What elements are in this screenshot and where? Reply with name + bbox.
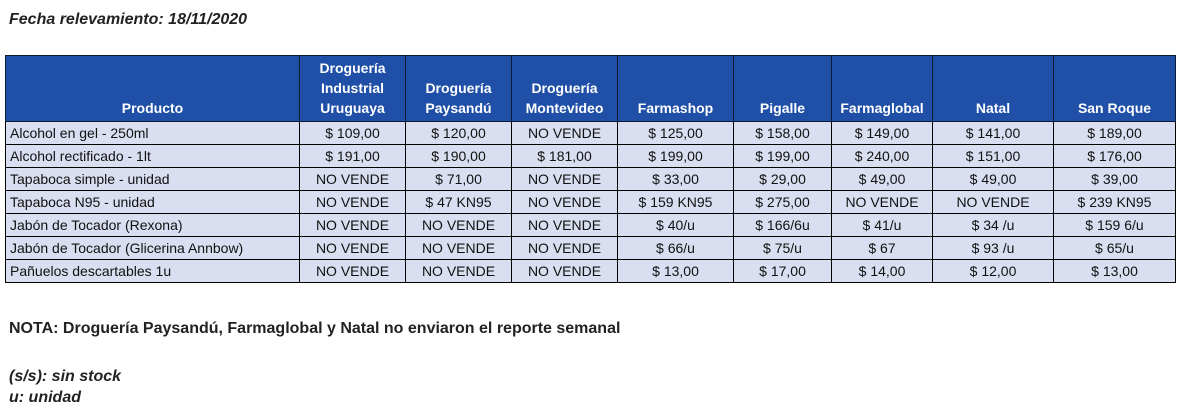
price-cell: $ 65/u (1053, 236, 1176, 260)
table-row: Jabón de Tocador (Rexona) NO VENDE NO VEND… (5, 213, 1176, 237)
legend-sin-stock: (s/s): sin stock (9, 368, 122, 385)
product-name-cell: Jabón de Tocador (Glicerina Annbow) (5, 236, 300, 260)
price-cell: $ 166/6u (733, 213, 832, 237)
header-drogueria-paysandu: Droguería Paysandú (405, 55, 512, 122)
product-name-cell: Pañuelos descartables 1u (5, 259, 300, 283)
price-cell: $ 176,00 (1053, 144, 1176, 168)
price-cell: $ 14,00 (831, 259, 933, 283)
legend-unidad: u: unidad (9, 389, 81, 406)
price-cell: $ 199,00 (617, 144, 734, 168)
price-cell: $ 120,00 (405, 121, 512, 145)
survey-date: Fecha relevamiento: 18/11/2020 (9, 11, 248, 28)
price-cell: $ 149,00 (831, 121, 933, 145)
price-cell: $ 189,00 (1053, 121, 1176, 145)
price-cell: $ 159 KN95 (617, 190, 734, 214)
header-natal: Natal (932, 55, 1054, 122)
product-name-cell: Tapaboca simple - unidad (5, 167, 300, 191)
price-cell: $ 275,00 (733, 190, 832, 214)
price-cell: $ 39,00 (1053, 167, 1176, 191)
table-header-row: Producto Droguería Industrial Uruguaya D… (5, 55, 1176, 122)
price-cell: NO VENDE (405, 236, 512, 260)
product-name-cell: Jabón de Tocador (Rexona) (5, 213, 300, 237)
price-cell: NO VENDE (511, 236, 618, 260)
table-row: Alcohol en gel - 250ml $ 109,00 $ 120,00 NO… (5, 121, 1176, 145)
price-cell: NO VENDE (511, 213, 618, 237)
header-farmashop: Farmashop (617, 55, 734, 122)
header-farmaglobal: Farmaglobal (831, 55, 933, 122)
table-row: Jabón de Tocador (Glicerina Annbow) NO VE… (5, 236, 1176, 260)
price-cell: $ 75/u (733, 236, 832, 260)
table-row: Pañuelos descartables 1u NO VENDE NO VENDE… (5, 259, 1176, 283)
price-cell: NO VENDE (405, 213, 512, 237)
price-cell: $ 181,00 (511, 144, 618, 168)
price-cell: NO VENDE (299, 259, 406, 283)
price-cell: $ 158,00 (733, 121, 832, 145)
price-cell: $ 191,00 (299, 144, 406, 168)
price-cell: NO VENDE (299, 167, 406, 191)
product-name-cell: Alcohol en gel - 250ml (5, 121, 300, 145)
header-drogueria-industrial: Droguería Industrial Uruguaya (299, 55, 406, 122)
price-cell: $ 34 /u (932, 213, 1054, 237)
price-cell: $ 40/u (617, 213, 734, 237)
price-cell: $ 93 /u (932, 236, 1054, 260)
price-cell: $ 12,00 (932, 259, 1054, 283)
header-producto: Producto (5, 55, 300, 122)
table-row: Tapaboca N95 - unidad NO VENDE $ 47 KN95 NO… (5, 190, 1176, 214)
table-row: Alcohol rectificado - 1lt $ 191,00 $ 190,0… (5, 144, 1176, 168)
price-cell: $ 41/u (831, 213, 933, 237)
price-cell: $ 199,00 (733, 144, 832, 168)
price-cell: $ 141,00 (932, 121, 1054, 145)
price-cell: $ 67 (831, 236, 933, 260)
price-cell: $ 13,00 (617, 259, 734, 283)
header-san-roque: San Roque (1053, 55, 1176, 122)
price-cell: $ 71,00 (405, 167, 512, 191)
price-cell: $ 190,00 (405, 144, 512, 168)
price-cell: $ 29,00 (733, 167, 832, 191)
price-cell: $ 125,00 (617, 121, 734, 145)
product-name-cell: Tapaboca N95 - unidad (5, 190, 300, 214)
price-cell: $ 159 6/u (1053, 213, 1176, 237)
price-cell: NO VENDE (932, 190, 1054, 214)
header-drogueria-montevideo: Droguería Montevideo (511, 55, 618, 122)
price-cell: $ 47 KN95 (405, 190, 512, 214)
price-cell: NO VENDE (299, 236, 406, 260)
price-cell: NO VENDE (511, 190, 618, 214)
price-cell: $ 239 KN95 (1053, 190, 1176, 214)
price-cell: $ 109,00 (299, 121, 406, 145)
legend: (s/s): sin stock u: unidad (9, 366, 121, 408)
price-cell: NO VENDE (511, 167, 618, 191)
price-cell: NO VENDE (511, 259, 618, 283)
table-row: Tapaboca simple - unidad NO VENDE $ 71,00 N… (5, 167, 1176, 191)
price-cell: NO VENDE (511, 121, 618, 145)
price-cell: $ 13,00 (1053, 259, 1176, 283)
header-pigalle: Pigalle (733, 55, 832, 122)
price-cell: $ 33,00 (617, 167, 734, 191)
price-cell: NO VENDE (405, 259, 512, 283)
price-cell: $ 66/u (617, 236, 734, 260)
price-cell: $ 17,00 (733, 259, 832, 283)
price-cell: NO VENDE (831, 190, 933, 214)
note-text: NOTA: Droguería Paysandú, Farmaglobal y … (9, 320, 621, 337)
price-table: Producto Droguería Industrial Uruguaya D… (5, 55, 1176, 283)
price-cell: $ 49,00 (932, 167, 1054, 191)
price-cell: NO VENDE (299, 213, 406, 237)
price-cell: $ 151,00 (932, 144, 1054, 168)
product-name-cell: Alcohol rectificado - 1lt (5, 144, 300, 168)
price-cell: NO VENDE (299, 190, 406, 214)
price-cell: $ 240,00 (831, 144, 933, 168)
price-cell: $ 49,00 (831, 167, 933, 191)
